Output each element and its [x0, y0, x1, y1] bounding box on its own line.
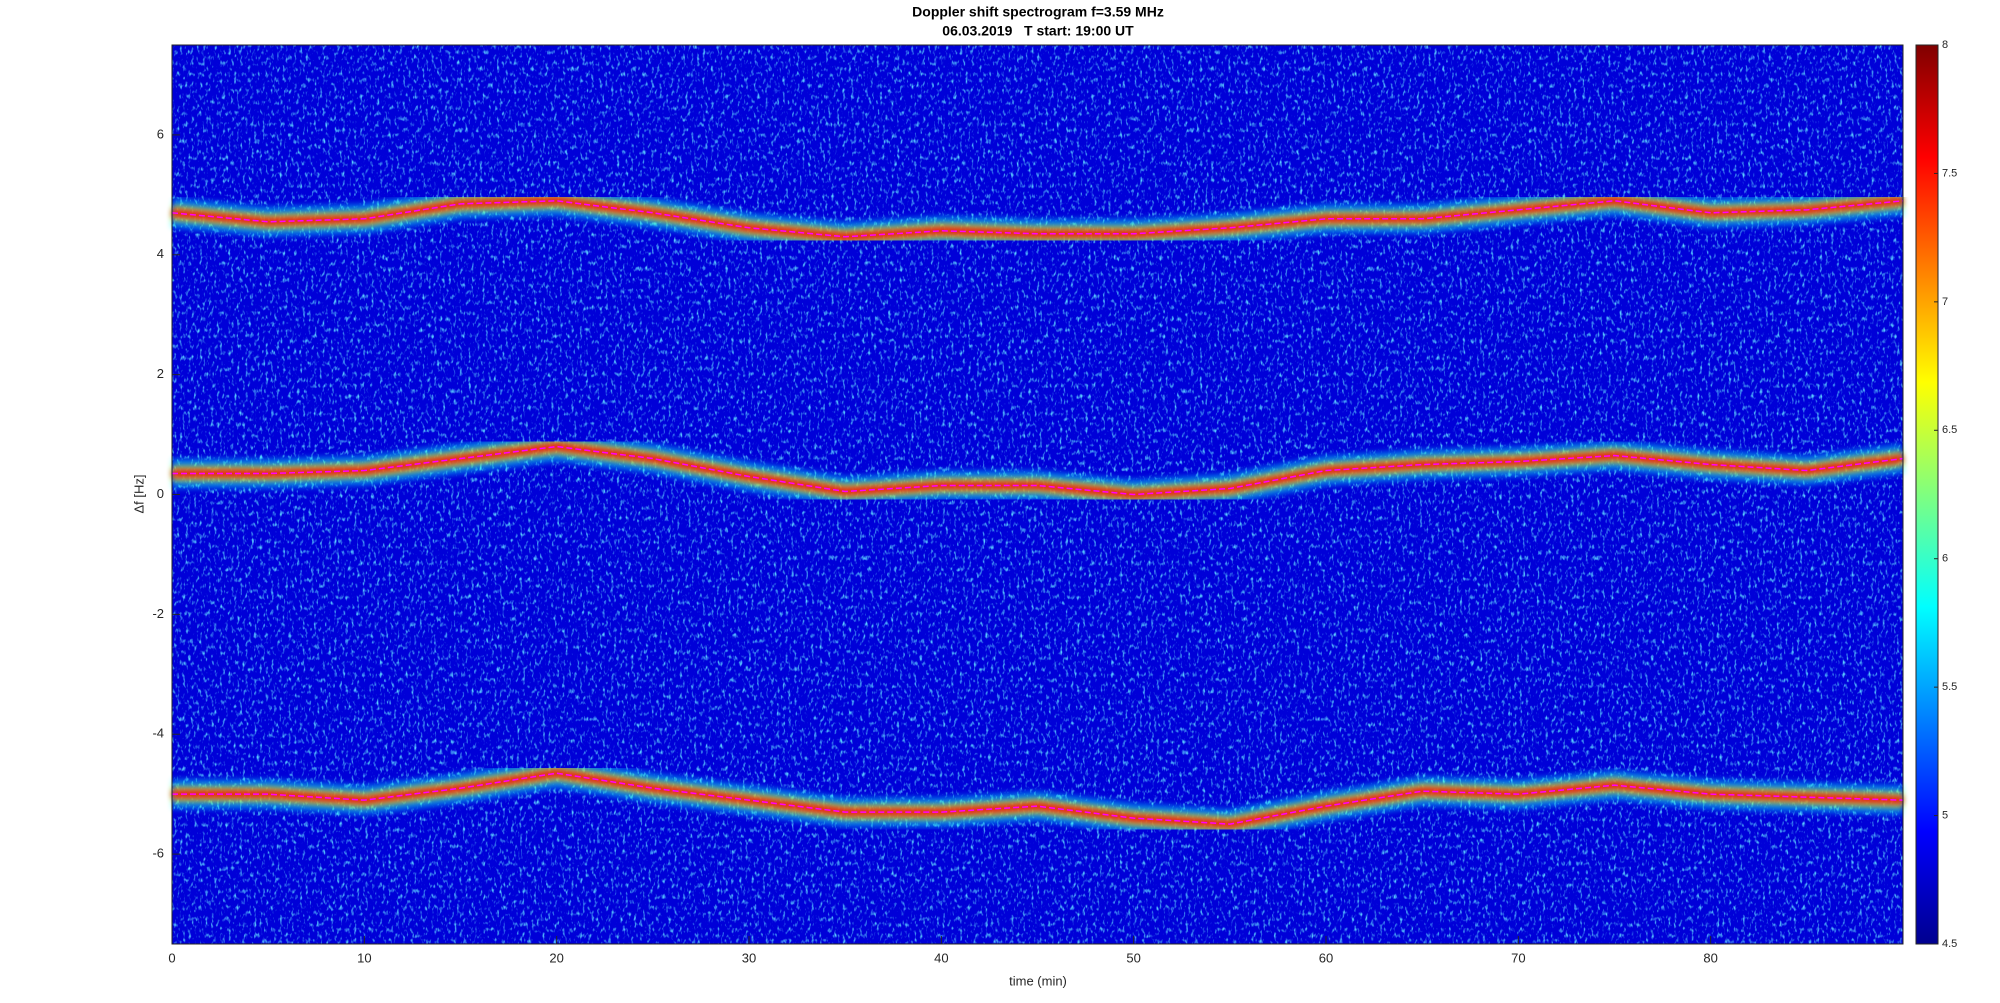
trace-line — [172, 772, 1904, 825]
x-tick-label: 20 — [549, 950, 563, 965]
chart-subtitle: 06.03.2019 T start: 19:00 UT — [942, 23, 1134, 39]
colorbar-tick-label: 5.5 — [1942, 681, 1957, 693]
trace-line — [172, 445, 1904, 496]
colorbar-tick-label: 5 — [1942, 809, 1948, 821]
x-tick-label: 70 — [1511, 950, 1525, 965]
x-tick-label: 0 — [168, 950, 175, 965]
x-axis-label: time (min) — [1009, 973, 1067, 988]
chart-title: Doppler shift spectrogram f=3.59 MHz — [912, 4, 1164, 20]
y-tick-label: -2 — [152, 606, 164, 621]
x-tick-label: 10 — [357, 950, 371, 965]
x-tick-label: 80 — [1703, 950, 1717, 965]
colorbar-tick-label: 7 — [1942, 296, 1948, 308]
y-tick-label: 0 — [157, 486, 164, 501]
y-axis-label: Δf [Hz] — [131, 474, 146, 513]
colorbar-tick-label: 7.5 — [1942, 167, 1957, 179]
y-tick-label: 4 — [157, 246, 164, 261]
colorbar-tick-label: 8 — [1942, 39, 1948, 51]
x-tick-label: 50 — [1126, 950, 1140, 965]
trace-line — [171, 200, 1904, 238]
colorbar-tick-label: 6.5 — [1942, 424, 1957, 436]
colorbar-tick-label: 6 — [1942, 553, 1948, 565]
y-tick-label: -4 — [152, 726, 164, 741]
x-tick-label: 30 — [742, 950, 756, 965]
colorbar — [1915, 44, 1939, 945]
y-tick-label: 2 — [157, 366, 164, 381]
x-tick-label: 40 — [934, 950, 948, 965]
y-tick-label: 6 — [157, 126, 164, 141]
colorbar-tick-label: 4.5 — [1942, 938, 1957, 950]
x-tick-label: 60 — [1319, 950, 1333, 965]
y-tick-label: -6 — [152, 846, 164, 861]
